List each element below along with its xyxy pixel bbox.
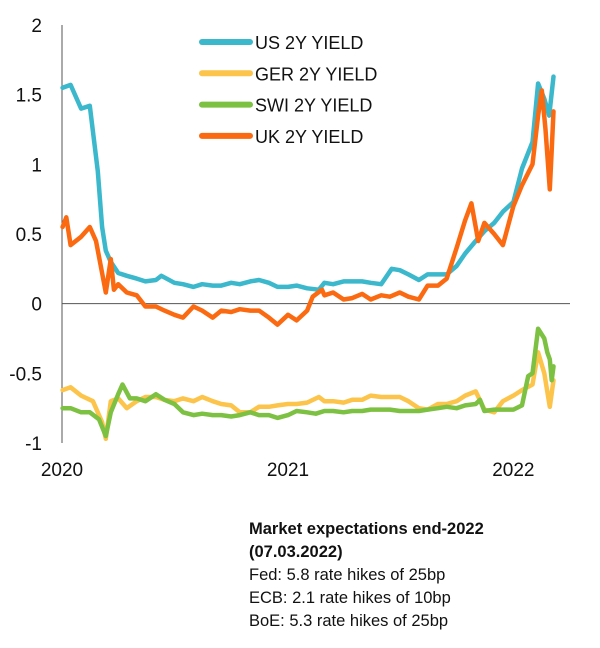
yield-chart: 2 1.5 1 0.5 0 -0.5 -1 2020 2021 2022 US 2Y YIELD GE…: [9, 16, 570, 481]
legend: US 2Y YIELD GER 2Y YIELD SWI 2Y YIELD UK 2Y…: [199, 33, 377, 147]
note-date: (07.03.2022): [249, 543, 343, 561]
y-tick-label: 1.5: [16, 86, 42, 107]
legend-label: GER 2Y YIELD: [255, 64, 377, 84]
x-tick-label: 2021: [267, 460, 309, 481]
legend-label: UK 2Y YIELD: [255, 127, 363, 147]
x-tick-label: 2022: [492, 460, 534, 481]
note-ecb: ECB: 2.1 rate hikes of 10bp: [249, 589, 451, 607]
note-title: Market expectations end-2022: [249, 520, 484, 538]
y-tick-label: 1: [31, 155, 42, 176]
market-expectations-note: Market expectations end-2022 (07.03.2022…: [249, 518, 484, 633]
series-line-ger-2y-yield: [60, 350, 556, 442]
legend-label: SWI 2Y YIELD: [255, 96, 372, 116]
y-tick-label: 0.5: [16, 225, 42, 246]
series-line-uk-2y-yield: [60, 88, 556, 327]
y-tick-label: 2: [31, 16, 42, 37]
note-fed: Fed: 5.8 rate hikes of 25bp: [249, 566, 446, 584]
note-boe: BoE: 5.3 rate hikes of 25bp: [249, 612, 449, 630]
series-line-swi-2y-yield: [60, 326, 556, 439]
legend-label: US 2Y YIELD: [255, 33, 363, 53]
y-tick-label: -0.5: [9, 364, 42, 385]
y-tick-label: -1: [25, 434, 42, 455]
y-tick-label: 0: [31, 295, 42, 316]
x-tick-label: 2020: [41, 460, 83, 481]
